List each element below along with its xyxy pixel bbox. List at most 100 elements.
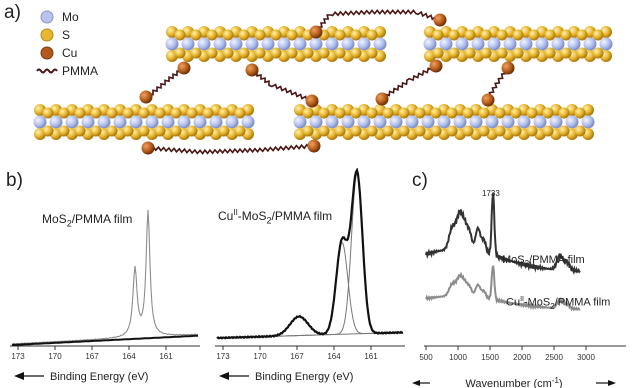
cu-atom xyxy=(433,13,447,27)
s-atom xyxy=(350,47,362,59)
mo-atom xyxy=(599,37,613,51)
mo-atom xyxy=(325,115,339,129)
structure-illustration xyxy=(33,9,613,155)
cu-atom xyxy=(307,139,321,153)
s-atom xyxy=(74,125,86,137)
s-atom xyxy=(270,47,282,59)
arrow-left-icon xyxy=(14,372,24,380)
s-atom xyxy=(202,125,214,137)
s-atom xyxy=(462,125,474,137)
s-atom xyxy=(542,107,554,119)
s-atom xyxy=(574,107,586,119)
s-atom xyxy=(512,29,524,41)
s-atom xyxy=(350,125,362,137)
legend-s-icon xyxy=(40,28,54,42)
s-atom xyxy=(302,47,314,59)
cu-atom xyxy=(139,90,153,104)
s-atom xyxy=(350,107,362,119)
legend-label-pmma: PMMA xyxy=(62,64,98,78)
s-atom xyxy=(334,107,346,119)
legend-label-cu: Cu xyxy=(62,46,78,60)
s-atom xyxy=(446,125,458,137)
mo-atom xyxy=(357,115,371,129)
s-atom xyxy=(122,125,134,137)
s-atom xyxy=(206,47,218,59)
cu-atom xyxy=(245,63,259,77)
pmma-chain xyxy=(148,67,185,96)
s-atom xyxy=(170,107,182,119)
mo-atom xyxy=(501,115,515,129)
x-tick-label: 161 xyxy=(364,352,378,361)
s-atom xyxy=(122,107,134,119)
mo-atom xyxy=(293,37,307,51)
s-atom xyxy=(222,47,234,59)
s-atom xyxy=(398,125,410,137)
s-atom xyxy=(174,47,186,59)
cu-atom xyxy=(481,93,495,107)
s-atom xyxy=(510,125,522,137)
s-atom xyxy=(414,107,426,119)
s-atom xyxy=(494,125,506,137)
x-tick-label: 167 xyxy=(85,352,99,361)
mo-atom xyxy=(213,37,227,51)
s-atom xyxy=(302,107,314,119)
mo-atom xyxy=(423,37,437,51)
s-atom xyxy=(174,29,186,41)
cu-atom xyxy=(429,59,443,73)
x-axis-title-ir-main: Wavenumber (cm xyxy=(465,378,551,388)
mo-atom xyxy=(471,37,485,51)
s-atom xyxy=(42,107,54,119)
s-atom xyxy=(366,47,378,59)
mo-atom xyxy=(181,37,195,51)
mo-atom xyxy=(389,115,403,129)
mo-atom xyxy=(581,115,595,129)
mo-atom xyxy=(325,37,339,51)
arrow-left-icon xyxy=(219,372,229,380)
panel-label-c: c) xyxy=(412,170,428,191)
mo-atom xyxy=(533,115,547,129)
s-atom xyxy=(254,29,266,41)
mo-atom xyxy=(193,115,207,129)
s-atom xyxy=(526,125,538,137)
s-atom xyxy=(42,125,54,137)
s-atom xyxy=(544,29,556,41)
s-atom xyxy=(318,47,330,59)
xps-baseline-mos2 xyxy=(11,334,199,346)
x-tick-label: 2000 xyxy=(513,353,531,362)
cu-atom xyxy=(501,61,515,75)
mo-atom xyxy=(197,37,211,51)
mo-atom xyxy=(517,115,531,129)
s-atom xyxy=(480,29,492,41)
mo-atom xyxy=(405,115,419,129)
s-atom xyxy=(496,47,508,59)
s-atom xyxy=(446,107,458,119)
xps-fit-component-1 xyxy=(217,172,403,339)
s-atom xyxy=(576,29,588,41)
s-atom xyxy=(480,47,492,59)
mo-atom xyxy=(567,37,581,51)
s-atom xyxy=(206,29,218,41)
s-atom xyxy=(366,29,378,41)
s-atom xyxy=(526,107,538,119)
pmma-chain xyxy=(315,9,441,33)
s-atom xyxy=(430,125,442,137)
mo-atom xyxy=(209,115,223,129)
mo-atom xyxy=(309,115,323,129)
legend-pmma-icon xyxy=(36,68,58,74)
legend-cu-icon xyxy=(40,46,54,60)
panel-label-b: b) xyxy=(6,170,23,191)
mo-atom xyxy=(241,115,255,129)
s-atom xyxy=(286,47,298,59)
mo-atom xyxy=(165,37,179,51)
mo-atom xyxy=(65,115,79,129)
s-atom xyxy=(238,47,250,59)
s-atom xyxy=(432,29,444,41)
s-atom xyxy=(90,107,102,119)
arrow-left-icon xyxy=(412,380,420,386)
x-tick-label: 164 xyxy=(327,352,341,361)
mo-atom xyxy=(161,115,175,129)
mo-atom xyxy=(487,37,501,51)
cu-atom xyxy=(309,25,323,39)
legend-label-s: S xyxy=(62,28,71,42)
mo-atom xyxy=(97,115,111,129)
